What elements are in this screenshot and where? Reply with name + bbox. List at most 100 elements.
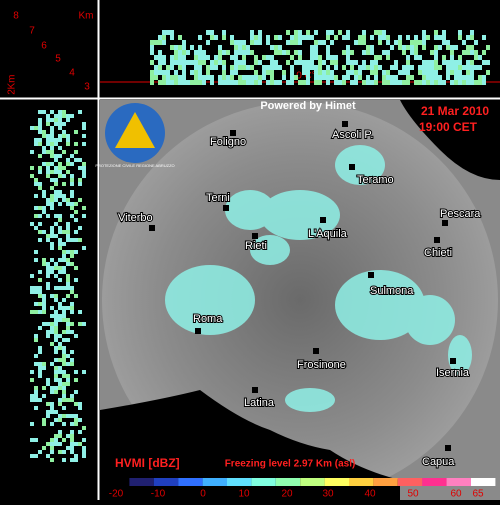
profile-echo [30, 394, 34, 398]
profile-echo [446, 70, 450, 75]
profile-echo [194, 70, 198, 75]
profile-echo [54, 318, 58, 322]
profile-echo [54, 118, 58, 122]
profile-echo [306, 70, 310, 75]
city-label: Pescara [440, 208, 481, 220]
profile-echo [422, 80, 426, 85]
profile-echo [246, 50, 250, 55]
profile-echo [406, 80, 410, 85]
profile-echo [46, 382, 50, 386]
city-label: Teramo [357, 174, 394, 186]
profile-echo [242, 65, 246, 70]
profile-echo [282, 70, 286, 75]
profile-echo [310, 65, 314, 70]
profile-echo [162, 30, 166, 35]
profile-echo [190, 60, 194, 65]
profile-echo [382, 75, 386, 80]
profile-echo [338, 30, 342, 35]
profile-echo [62, 318, 66, 322]
profile-echo [50, 266, 54, 270]
profile-echo [74, 230, 78, 234]
profile-echo [338, 80, 342, 85]
profile-echo [302, 35, 306, 40]
profile-echo [470, 80, 474, 85]
profile-echo [438, 35, 442, 40]
profile-echo [454, 75, 458, 80]
profile-echo [34, 178, 38, 182]
height-label: 8 [13, 11, 19, 22]
profile-echo [58, 278, 62, 282]
date: 21 Mar 2010 [421, 104, 489, 118]
profile-echo [70, 174, 74, 178]
profile-echo [62, 242, 66, 246]
profile-echo [38, 290, 42, 294]
profile-echo [454, 60, 458, 65]
profile-echo [62, 230, 66, 234]
profile-echo [262, 75, 266, 80]
profile-echo [50, 242, 54, 246]
profile-echo [150, 40, 154, 45]
profile-echo [474, 65, 478, 70]
profile-echo [386, 50, 390, 55]
profile-echo [250, 75, 254, 80]
profile-echo [150, 60, 154, 65]
profile-echo [306, 65, 310, 70]
profile-echo [54, 114, 58, 118]
profile-echo [58, 342, 62, 346]
profile-echo [434, 65, 438, 70]
profile-echo [306, 30, 310, 35]
profile-echo [54, 390, 58, 394]
profile-echo [434, 30, 438, 35]
profile-echo [82, 454, 86, 458]
profile-echo [66, 434, 70, 438]
profile-echo [58, 226, 62, 230]
profile-echo [414, 50, 418, 55]
profile-echo [50, 270, 54, 274]
profile-echo [430, 65, 434, 70]
city-marker [450, 358, 456, 364]
profile-echo [62, 270, 66, 274]
profile-echo [58, 218, 62, 222]
profile-echo [450, 50, 454, 55]
profile-echo [70, 214, 74, 218]
profile-echo [66, 258, 70, 262]
city-label: Foligno [210, 136, 246, 148]
side-height: 2 [7, 89, 18, 95]
profile-echo [254, 80, 258, 85]
profile-echo [482, 50, 486, 55]
profile-echo [66, 118, 70, 122]
profile-echo [214, 60, 218, 65]
profile-echo [50, 342, 54, 346]
profile-echo [186, 60, 190, 65]
profile-echo [34, 250, 38, 254]
profile-echo [414, 45, 418, 50]
profile-echo [334, 80, 338, 85]
profile-echo [222, 65, 226, 70]
profile-echo [182, 70, 186, 75]
profile-echo [82, 122, 86, 126]
profile-echo [46, 274, 50, 278]
profile-echo [358, 35, 362, 40]
profile-echo [254, 70, 258, 75]
profile-echo [306, 80, 310, 85]
profile-echo [34, 310, 38, 314]
profile-echo [150, 70, 154, 75]
profile-echo [38, 214, 42, 218]
profile-echo [458, 35, 462, 40]
profile-echo [38, 122, 42, 126]
profile-echo [62, 174, 66, 178]
profile-echo [390, 45, 394, 50]
profile-echo [50, 134, 54, 138]
profile-echo [302, 60, 306, 65]
profile-echo [50, 146, 54, 150]
profile-echo [438, 45, 442, 50]
profile-echo [298, 30, 302, 35]
profile-echo [34, 286, 38, 290]
profile-echo [158, 80, 162, 85]
profile-echo [294, 40, 298, 45]
profile-echo [210, 65, 214, 70]
profile-echo [30, 286, 34, 290]
profile-echo [62, 258, 66, 262]
profile-echo [50, 226, 54, 230]
profile-echo [230, 80, 234, 85]
